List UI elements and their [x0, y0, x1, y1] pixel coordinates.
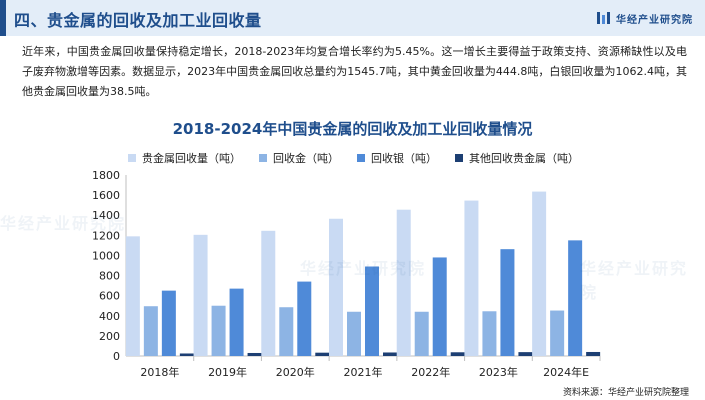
- bar: [347, 311, 361, 356]
- x-tick-label: 2022年: [411, 365, 450, 379]
- chart-legend: 贵金属回收量（吨） 回收金（吨） 回收银（吨） 其他回收贵金属（吨）: [128, 150, 597, 166]
- y-tick-label: 1600: [92, 189, 120, 202]
- watermark: 华经产业研究院: [300, 259, 427, 278]
- x-tick-label: 2023年: [479, 365, 518, 379]
- y-tick-label: 400: [99, 310, 120, 323]
- y-tick-label: 600: [99, 290, 120, 303]
- bar: [464, 200, 479, 356]
- legend-label: 其他回收贵金属（吨）: [469, 152, 579, 165]
- bar: [500, 249, 515, 356]
- bar: [383, 352, 397, 356]
- bar: [450, 352, 465, 356]
- y-tick-label: 1200: [92, 229, 120, 242]
- x-tick-label: 2021年: [344, 365, 383, 379]
- bar: [161, 290, 176, 356]
- legend-swatch: [128, 154, 136, 162]
- bar: [179, 353, 194, 356]
- legend-swatch: [259, 154, 267, 162]
- bar: [532, 191, 547, 356]
- y-tick-label: 1400: [92, 209, 120, 222]
- legend-item: 其他回收贵金属（吨）: [455, 150, 579, 166]
- intro-paragraph: 近年来，中国贵金属回收量保持稳定增长，2018-2023年均复合增长率约为5.4…: [22, 45, 687, 98]
- legend-item: 贵金属回收量（吨）: [128, 150, 241, 166]
- bar: [125, 236, 140, 356]
- y-tick-label: 800: [99, 270, 120, 283]
- brand: 华经产业研究院: [596, 10, 693, 26]
- bar: [518, 352, 533, 356]
- chart-title: 2018-2024年中国贵金属的回收及加工业回收量情况: [172, 120, 533, 138]
- legend-swatch: [455, 154, 463, 162]
- header-accent-bar: [0, 0, 6, 36]
- bar: [365, 266, 379, 356]
- bar: [315, 352, 330, 356]
- legend-swatch: [357, 154, 365, 162]
- legend-item: 回收银（吨）: [357, 150, 437, 166]
- bar: [193, 234, 208, 356]
- x-tick-label: 2024年E: [543, 365, 589, 379]
- legend-label: 回收金（吨）: [273, 152, 339, 165]
- bar: [329, 218, 343, 356]
- bar: [297, 281, 312, 356]
- bar: [143, 306, 158, 356]
- section-title: 四、贵金属的回收及加工业回收量: [14, 11, 262, 30]
- bar: [261, 230, 276, 356]
- section-header: 四、贵金属的回收及加工业回收量 华经产业研究院: [0, 0, 705, 36]
- bar: [550, 310, 565, 356]
- bar: [482, 311, 497, 356]
- watermark: 华经产业研究院: [0, 214, 127, 233]
- bar: [229, 288, 244, 356]
- y-tick-label: 1800: [92, 169, 120, 182]
- x-tick-label: 2020年: [276, 365, 315, 379]
- brand-logo-icon: [597, 12, 610, 24]
- bar: [586, 351, 601, 356]
- legend-label: 回收银（吨）: [371, 152, 437, 165]
- bar: [568, 240, 583, 356]
- legend-item: 回收金（吨）: [259, 150, 339, 166]
- y-tick-label: 200: [99, 330, 120, 343]
- y-tick-label: 1000: [92, 249, 120, 262]
- bar: [211, 305, 226, 356]
- bar: [432, 257, 447, 356]
- y-tick-label: 0: [113, 350, 120, 363]
- source-note: 资料来源：华经产业研究院整理: [562, 388, 689, 398]
- bar: [247, 352, 262, 356]
- legend-label: 贵金属回收量（吨）: [142, 152, 241, 165]
- x-tick-label: 2019年: [208, 365, 247, 379]
- bar: [414, 311, 429, 356]
- brand-name: 华经产业研究院: [616, 14, 693, 26]
- bar: [279, 307, 294, 356]
- bar: [396, 209, 411, 356]
- watermark: 华经产业研究院: [580, 259, 689, 302]
- x-tick-label: 2018年: [140, 365, 179, 379]
